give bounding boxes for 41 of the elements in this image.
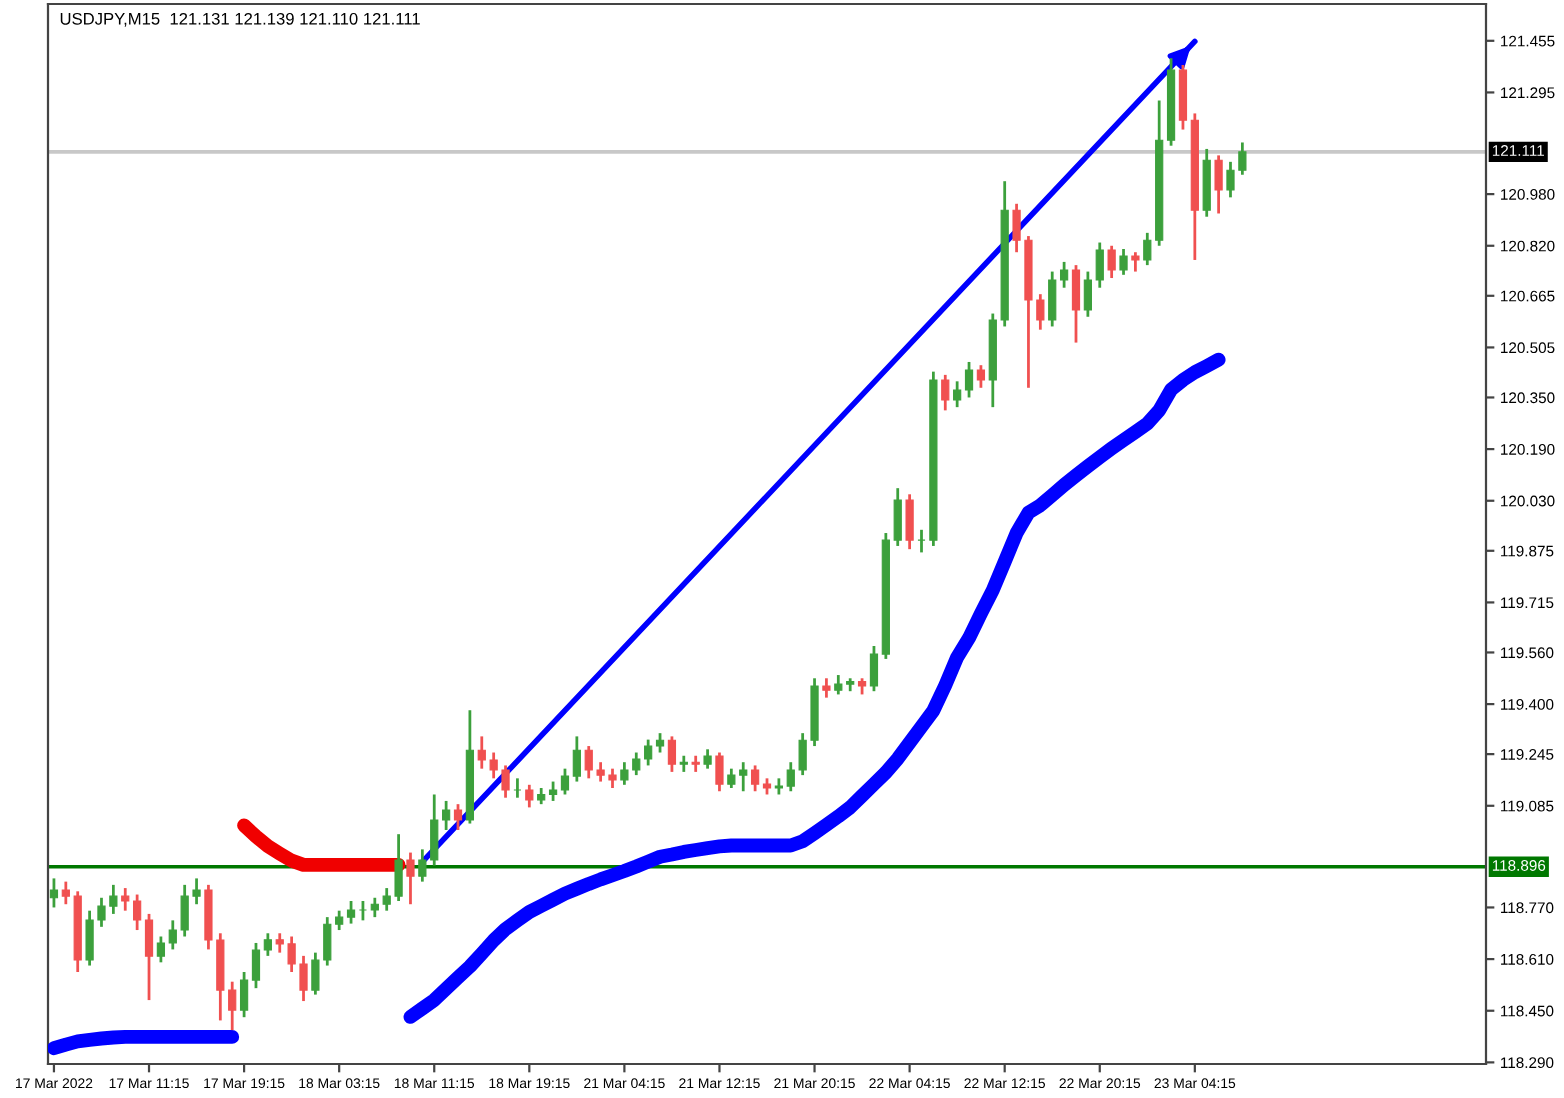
candlestick: [572, 734, 581, 783]
candlestick: [263, 931, 272, 958]
candlestick: [133, 893, 142, 932]
candlestick: [655, 731, 665, 754]
candlestick: [1083, 270, 1092, 319]
candlestick: [442, 799, 451, 832]
candlestick: [893, 486, 902, 548]
candlestick: [644, 738, 653, 767]
candlestick: [121, 886, 130, 913]
candlestick: [453, 802, 463, 832]
candlestick: [869, 644, 879, 693]
candlestick: [335, 909, 344, 932]
candlestick: [1048, 270, 1057, 328]
candlestick: [239, 970, 249, 1019]
candlestick: [750, 764, 760, 793]
candlestick: [667, 734, 677, 774]
candlestick: [976, 363, 986, 390]
candlestick: [1071, 263, 1081, 344]
candlestick: [144, 912, 154, 1002]
candlestick: [525, 783, 534, 809]
candlestick: [703, 747, 712, 771]
candlestick: [346, 899, 356, 925]
candlestick: [406, 851, 415, 906]
candlestick: [964, 360, 974, 399]
candlestick: [1214, 153, 1223, 215]
candlestick: [1131, 250, 1140, 273]
candlestick: [251, 941, 261, 990]
candlestick: [156, 935, 166, 964]
candlestick: [1119, 247, 1128, 277]
chart-title: USDJPY,M15 121.131 121.139 121.110 121.111: [60, 12, 420, 27]
candlestick: [953, 379, 962, 409]
candlestick: [548, 780, 558, 803]
candlestick: [560, 767, 570, 796]
candlestick: [1107, 244, 1116, 280]
candlestick: [941, 373, 950, 412]
candlestick: [905, 492, 914, 551]
candlestick: [715, 751, 724, 793]
candlestick: [49, 877, 59, 909]
candlestick: [1059, 260, 1069, 290]
candlestick: [822, 676, 831, 700]
candlestick: [1095, 241, 1104, 290]
